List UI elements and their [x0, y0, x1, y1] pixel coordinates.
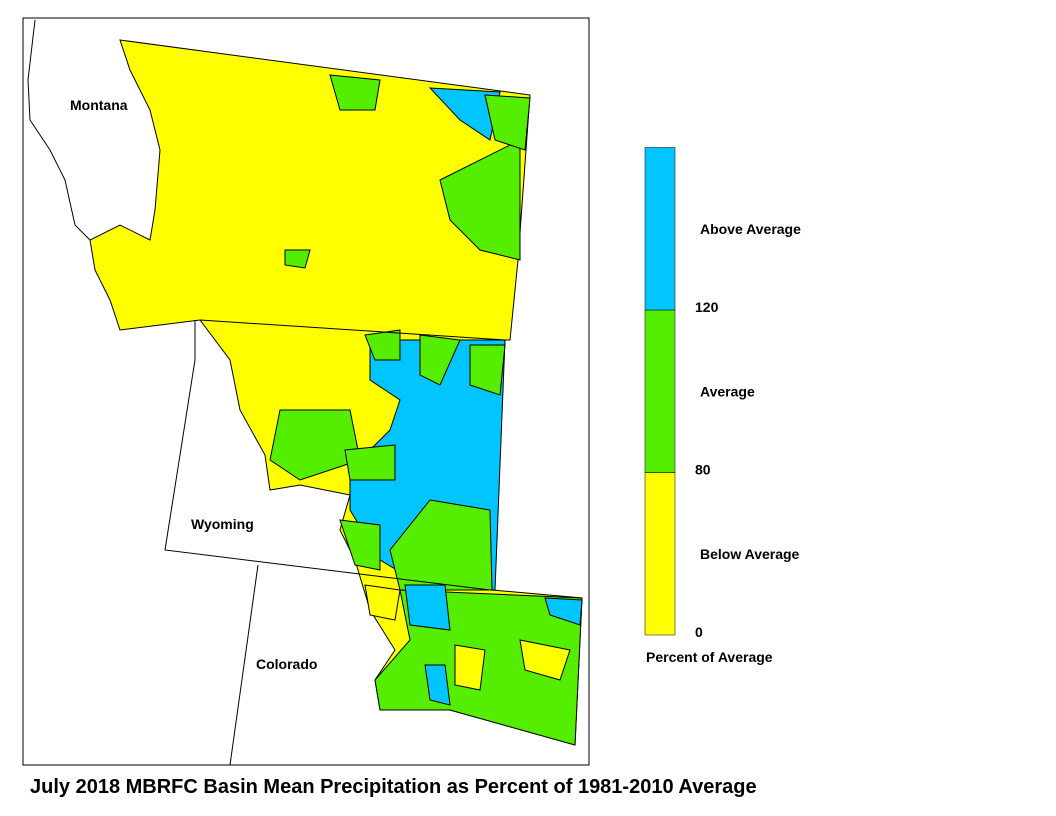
- basin-area: [284, 249, 311, 269]
- legend-label: Average: [700, 383, 755, 399]
- state-label: Montana: [70, 97, 128, 113]
- basin-area: [424, 664, 451, 706]
- basin-area: [404, 584, 451, 631]
- state-border: [229, 564, 259, 766]
- state-label: Wyoming: [191, 516, 254, 532]
- state-border: [27, 19, 91, 241]
- legend-label: Below Average: [700, 546, 800, 562]
- legend-swatch: [644, 472, 676, 636]
- basin-area: [469, 344, 506, 396]
- legend-tick-label: 80: [695, 462, 711, 478]
- basin-area: [364, 329, 401, 361]
- legend-swatch: [644, 309, 676, 473]
- basin-area: [428, 87, 501, 141]
- legend-swatch: [644, 147, 676, 311]
- state-border: [164, 320, 491, 591]
- basin-area: [484, 94, 531, 151]
- legend-label: Above Average: [700, 221, 801, 237]
- state-label: Colorado: [256, 656, 317, 672]
- basin-area: [419, 334, 461, 386]
- basin-area: [339, 519, 381, 571]
- legend-tick-label: 120: [695, 299, 719, 315]
- basin-area: [439, 139, 521, 261]
- basin-area: [364, 584, 401, 621]
- state-border: [199, 319, 506, 341]
- legend-title: Percent of Average: [646, 649, 773, 665]
- basin-area: [454, 644, 486, 691]
- legend-tick-label: 0: [695, 624, 703, 640]
- map-title: July 2018 MBRFC Basin Mean Precipitation…: [30, 776, 757, 798]
- basin-area: [519, 639, 571, 681]
- basin-area: [544, 597, 583, 626]
- basin-area: [344, 444, 396, 481]
- basin-area: [329, 74, 381, 111]
- basin-area: [269, 409, 361, 481]
- legend: Percent of Average Below Average Average A…: [644, 147, 801, 665]
- map: Montana Wyoming Colorado: [22, 17, 590, 766]
